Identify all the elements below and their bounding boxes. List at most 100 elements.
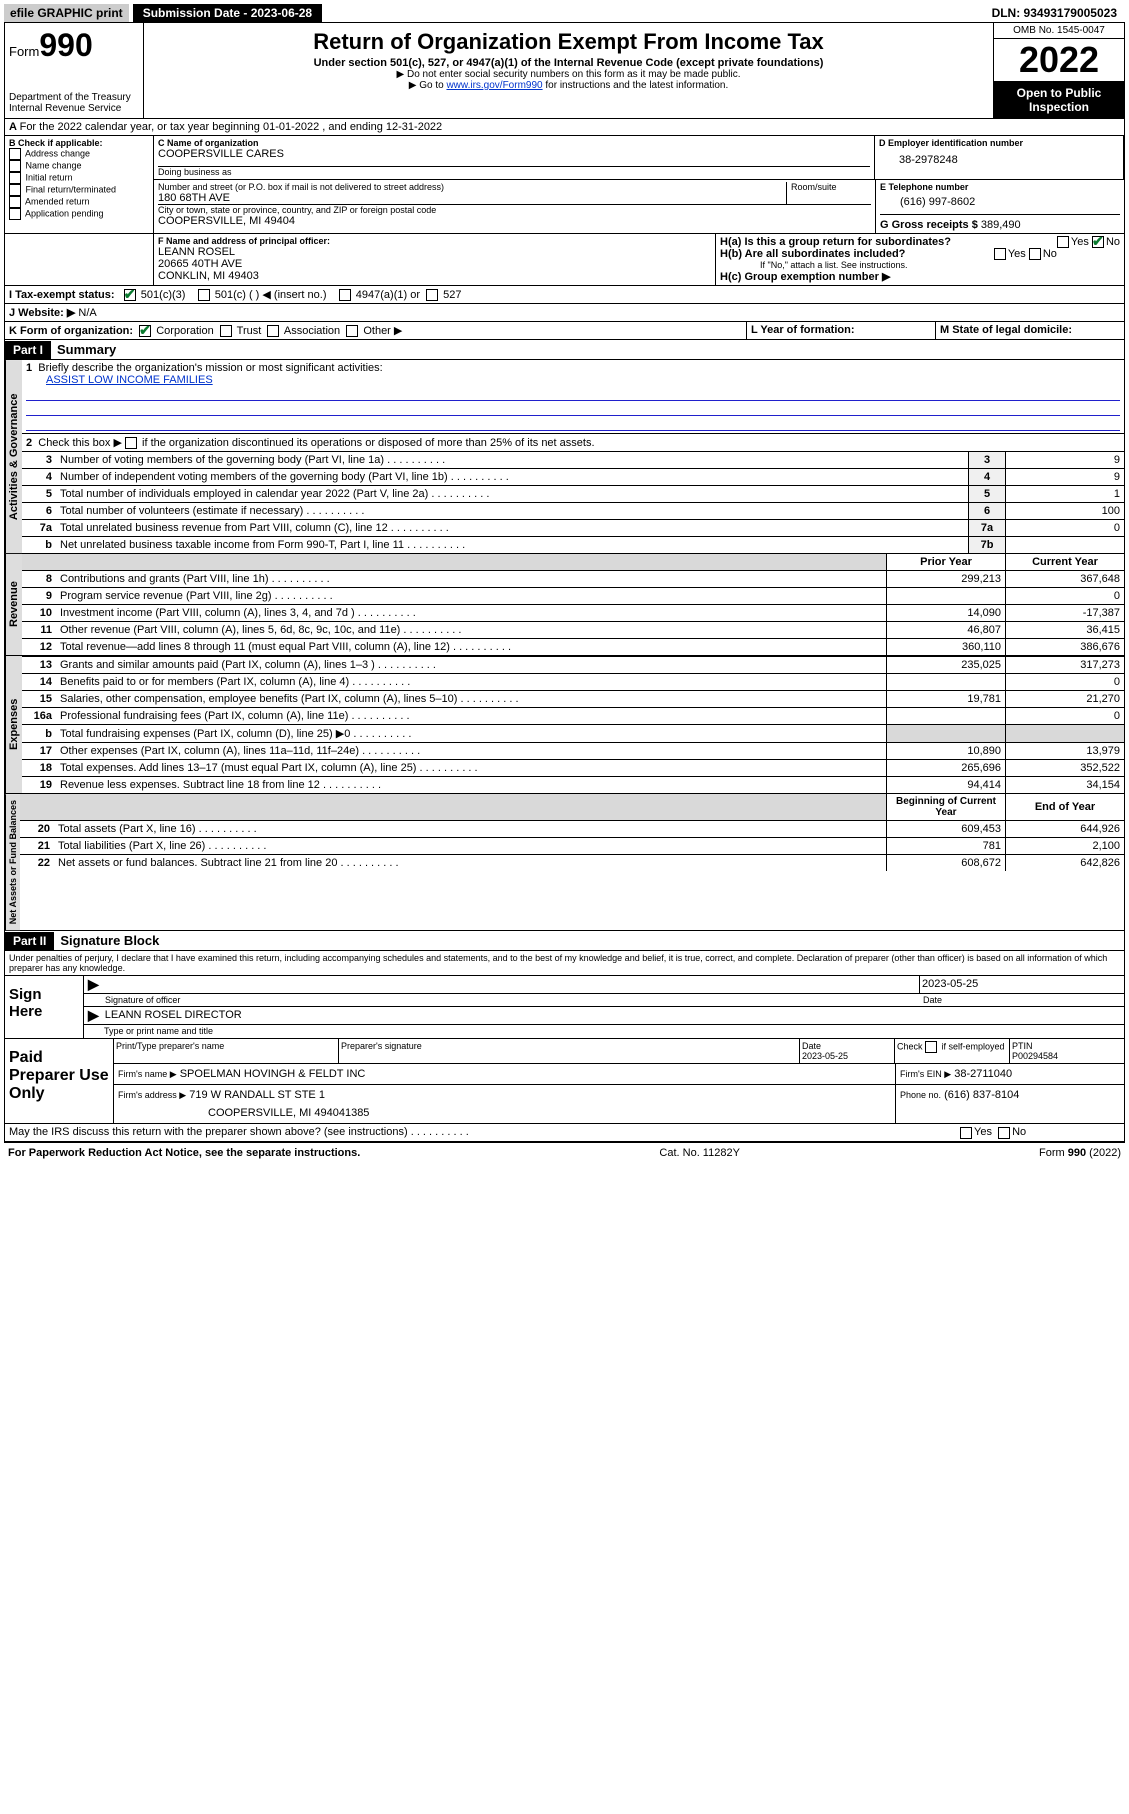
prior-value: [887, 588, 1006, 605]
line1-text: Briefly describe the organization's miss…: [38, 362, 382, 374]
prior-value: 609,453: [887, 821, 1006, 838]
k-checkbox[interactable]: [139, 325, 151, 337]
line-text: Salaries, other compensation, employee b…: [56, 691, 887, 708]
dba-label: Doing business as: [158, 167, 870, 177]
line-no: 8: [22, 571, 56, 588]
col-current: Current Year: [1006, 554, 1125, 570]
prior-value: 265,696: [887, 760, 1006, 777]
line-ref: 7a: [969, 520, 1006, 537]
b-option: Name change: [9, 160, 149, 172]
line-a: A For the 2022 calendar year, or tax yea…: [5, 119, 446, 135]
part1-title: Summary: [51, 340, 122, 359]
footer-right: Form 990 (2022): [1039, 1147, 1121, 1159]
current-value: 352,522: [1006, 760, 1125, 777]
discuss-question: May the IRS discuss this return with the…: [5, 1124, 956, 1140]
i-4947[interactable]: [339, 289, 351, 301]
current-value: 386,676: [1006, 639, 1125, 656]
prior-value: 608,672: [887, 855, 1006, 872]
current-value: 317,273: [1006, 657, 1125, 674]
b-checkbox[interactable]: [9, 160, 21, 172]
officer-addr1: 20665 40TH AVE: [158, 258, 711, 270]
form-number: 990: [39, 27, 92, 63]
b-checkbox[interactable]: [9, 148, 21, 160]
line-value: 100: [1006, 503, 1125, 520]
form-title: Return of Organization Exempt From Incom…: [152, 29, 985, 55]
ha-no[interactable]: [1092, 236, 1104, 248]
b-checkbox[interactable]: [9, 184, 21, 196]
irs-link[interactable]: www.irs.gov/Form990: [446, 80, 542, 91]
line-text: Total unrelated business revenue from Pa…: [56, 520, 969, 537]
part2-header: Part II: [5, 932, 54, 950]
e-label: E Telephone number: [880, 182, 1120, 192]
tab-expenses: Expenses: [5, 656, 22, 793]
line-ref: 6: [969, 503, 1006, 520]
line-no: 6: [22, 503, 56, 520]
efile-badge[interactable]: efile GRAPHIC print: [4, 4, 129, 22]
current-value: 34,154: [1006, 777, 1125, 794]
k-checkbox[interactable]: [220, 325, 232, 337]
pp-self-employed: Check if self-employed: [895, 1039, 1010, 1063]
line-text: Total fundraising expenses (Part IX, col…: [56, 725, 887, 743]
arrow-icon: ▶: [84, 976, 103, 993]
line2-checkbox[interactable]: [125, 437, 137, 449]
current-value: 13,979: [1006, 743, 1125, 760]
ha-yes[interactable]: [1057, 236, 1069, 248]
org-name: COOPERSVILLE CARES: [158, 148, 870, 160]
i-501c3[interactable]: [124, 289, 136, 301]
prior-value: 19,781: [887, 691, 1006, 708]
current-value: 2,100: [1006, 838, 1125, 855]
form-number-block: Form990: [9, 27, 139, 64]
line-no: 9: [22, 588, 56, 605]
b-checkbox[interactable]: [9, 172, 21, 184]
firm-addr1: 719 W RANDALL ST STE 1: [189, 1089, 325, 1101]
k-checkbox[interactable]: [267, 325, 279, 337]
b-checkbox[interactable]: [9, 208, 21, 220]
discuss-yes[interactable]: [960, 1127, 972, 1139]
firm-ein-label: Firm's EIN ▶: [900, 1069, 951, 1079]
line-text: Revenue less expenses. Subtract line 18 …: [56, 777, 887, 794]
officer-group-block: F Name and address of principal officer:…: [4, 234, 1125, 286]
k-checkbox[interactable]: [346, 325, 358, 337]
part2-title: Signature Block: [54, 931, 165, 950]
prior-value: 46,807: [887, 622, 1006, 639]
self-employed-checkbox[interactable]: [925, 1041, 937, 1053]
h-c: H(c) Group exemption number ▶: [720, 270, 1120, 283]
prior-value: 94,414: [887, 777, 1006, 794]
line-no: 13: [22, 657, 56, 674]
discuss-no[interactable]: [998, 1127, 1010, 1139]
form-subtitle: Under section 501(c), 527, or 4947(a)(1)…: [152, 57, 985, 69]
c-name-label: C Name of organization: [158, 138, 870, 148]
mission-text[interactable]: ASSIST LOW INCOME FAMILIES: [46, 374, 213, 386]
line-value: 9: [1006, 469, 1125, 486]
line-ref: 5: [969, 486, 1006, 503]
pp-date: 2023-05-25: [802, 1051, 848, 1061]
line-k: K Form of organization: Corporation Trus…: [5, 322, 747, 339]
b-checkbox[interactable]: [9, 196, 21, 208]
line-no: 14: [22, 674, 56, 691]
current-value: 21,270: [1006, 691, 1125, 708]
hb-no[interactable]: [1029, 248, 1041, 260]
line-no: 10: [22, 605, 56, 622]
hb-note: If "No," attach a list. See instructions…: [720, 260, 1120, 270]
street-label: Number and street (or P.O. box if mail i…: [158, 182, 786, 192]
hb-yes[interactable]: [994, 248, 1006, 260]
date-label: Date: [922, 994, 1124, 1006]
dln: DLN: 93493179005023: [992, 6, 1125, 20]
line-no: 11: [22, 622, 56, 639]
tab-net-assets: Net Assets or Fund Balances: [5, 794, 20, 930]
firm-name-label: Firm's name ▶: [118, 1069, 177, 1079]
i-527[interactable]: [426, 289, 438, 301]
line-no: 3: [22, 452, 56, 469]
b-option: Address change: [9, 148, 149, 160]
i-501c[interactable]: [198, 289, 210, 301]
line-text: Investment income (Part VIII, column (A)…: [56, 605, 887, 622]
pp-sig-label: Preparer's signature: [339, 1039, 800, 1063]
open-inspection: Open to Public Inspection: [994, 82, 1124, 118]
gross-receipts: G Gross receipts $ 389,490: [880, 215, 1120, 231]
line-ref: 7b: [969, 537, 1006, 554]
line-text: Other expenses (Part IX, column (A), lin…: [56, 743, 887, 760]
line-text: Total liabilities (Part X, line 26): [54, 838, 887, 855]
ptin-label: PTIN: [1012, 1041, 1033, 1051]
city-label: City or town, state or province, country…: [158, 205, 871, 215]
dept-treasury: Department of the Treasury Internal Reve…: [9, 92, 139, 114]
